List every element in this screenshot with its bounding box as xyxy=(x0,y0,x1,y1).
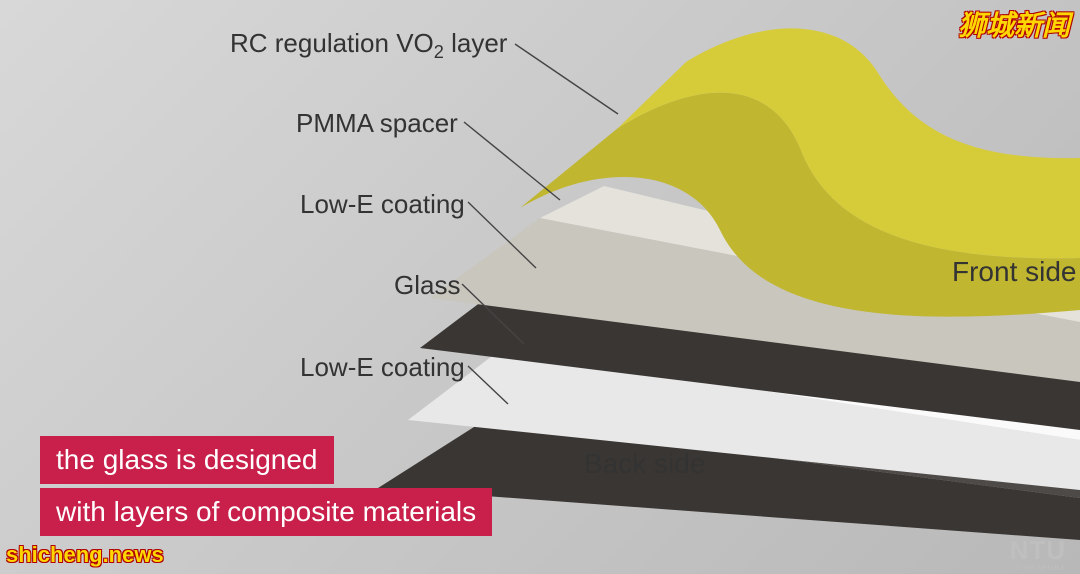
layer-vo2-label: RC regulation VO2 layer xyxy=(230,28,507,63)
layer-vo2-leader xyxy=(515,44,618,114)
back-side-label: Back side xyxy=(584,448,705,480)
caption-line-2: with layers of composite materials xyxy=(40,488,492,536)
layer-glass-label: Glass xyxy=(394,270,460,301)
layer-pmma-leader xyxy=(464,122,560,200)
layer-lowe-bot-label: Low-E coating xyxy=(300,352,465,383)
ntu-logo-sub: SINGAPORE xyxy=(1015,565,1066,572)
front-side-label: Front side xyxy=(952,256,1077,288)
ntu-logo: NTU xyxy=(1010,535,1066,566)
caption-line-1: the glass is designed xyxy=(40,436,334,484)
watermark-bottom-left: shicheng.news xyxy=(6,542,164,568)
watermark-top-right: 狮城新闻 xyxy=(958,4,1070,44)
layer-pmma-label: PMMA spacer xyxy=(296,108,458,139)
layer-lowe-top-label: Low-E coating xyxy=(300,189,465,220)
